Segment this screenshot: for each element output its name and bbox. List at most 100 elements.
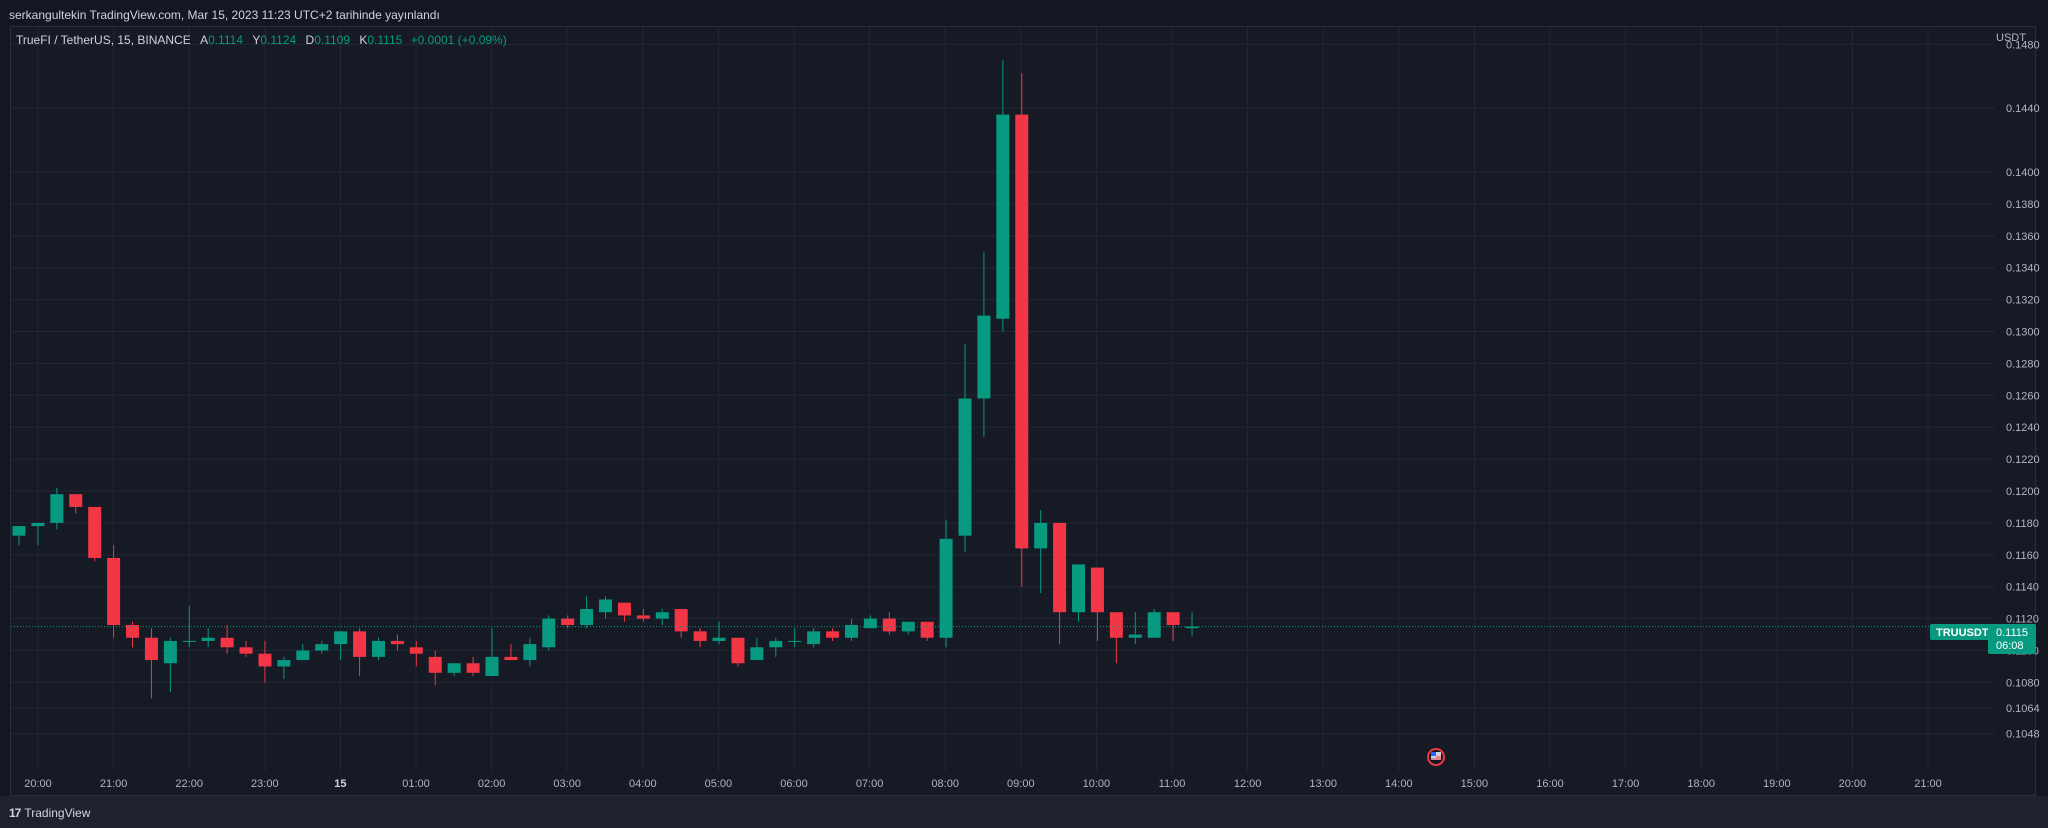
candle — [201, 628, 215, 648]
candle — [844, 618, 858, 641]
candle-body — [126, 624, 140, 638]
time-tick-label: 18:00 — [1687, 778, 1715, 790]
time-tick-label: 06:00 — [780, 778, 808, 790]
candle — [712, 621, 726, 645]
candle-body — [50, 494, 64, 523]
candle-body — [447, 663, 461, 673]
time-tick-label: 23:00 — [251, 778, 279, 790]
candle-body — [277, 660, 291, 667]
candle-body — [977, 315, 991, 399]
candles — [12, 60, 1199, 699]
candle — [447, 663, 461, 677]
candle — [1147, 609, 1161, 638]
candle-body — [1053, 522, 1067, 613]
candle-body — [163, 640, 177, 664]
candle — [371, 637, 385, 661]
candle — [1185, 612, 1199, 637]
candle-body — [1166, 612, 1180, 625]
candle-body — [334, 631, 348, 645]
legend-high-value: 0.1124 — [260, 33, 297, 47]
candle — [769, 637, 783, 657]
time-tick-label: 22:00 — [175, 778, 203, 790]
price-tick-label: 0.1240 — [2006, 422, 2040, 434]
candle — [144, 628, 158, 699]
candle — [107, 545, 121, 638]
candle — [788, 628, 802, 648]
time-tick-label: 10:00 — [1083, 778, 1111, 790]
candle — [1072, 564, 1086, 622]
price-axis[interactable]: 0.10480.10640.10800.11000.11200.11400.11… — [2006, 39, 2040, 740]
price-tick-label: 0.1400 — [2006, 167, 2040, 179]
candle — [1034, 510, 1048, 594]
candle — [863, 615, 877, 629]
candle-body — [920, 621, 934, 638]
candle — [1128, 612, 1142, 645]
candle-body — [826, 631, 840, 638]
candle-body — [882, 618, 896, 632]
legend-high-label: Y — [252, 33, 261, 47]
candle-body — [428, 656, 442, 673]
candle-body — [69, 494, 83, 507]
candle — [542, 615, 556, 651]
candle — [485, 628, 499, 677]
candle-body — [939, 538, 953, 638]
time-tick-label: 12:00 — [1234, 778, 1262, 790]
candle-body — [258, 653, 272, 667]
candle — [12, 526, 26, 546]
candle-body — [863, 618, 877, 629]
price-tick-label: 0.1140 — [2006, 582, 2039, 594]
time-axis[interactable]: 20:00 21:00 22:00 23:00 15 01:00 02:00 03:00 04:… — [24, 778, 1942, 790]
candle — [580, 596, 594, 629]
tradingview-logo-icon: 17 — [9, 806, 21, 820]
candle-body — [144, 637, 158, 661]
price-tick-label: 0.1320 — [2006, 295, 2040, 307]
price-tick-label: 0.1080 — [2006, 677, 2040, 689]
candle-body — [712, 637, 726, 641]
candle — [693, 628, 707, 648]
candle-body — [693, 631, 707, 641]
price-tick-label: 0.1200 — [2006, 486, 2040, 498]
candle-body — [674, 609, 688, 632]
price-tick-label: 0.1480 — [2006, 39, 2040, 51]
candle-body — [844, 624, 858, 638]
candle — [636, 609, 650, 622]
time-tick-label: 05:00 — [705, 778, 733, 790]
price-tick-label: 0.1380 — [2006, 199, 2040, 211]
candle-body — [31, 522, 45, 527]
candle — [655, 609, 669, 625]
price-tick-label: 0.1440 — [2006, 103, 2040, 115]
candle — [390, 634, 404, 651]
time-tick-label: 15:00 — [1461, 778, 1489, 790]
candle — [977, 251, 991, 437]
flag-event-icon[interactable] — [1427, 748, 1445, 766]
candle — [523, 637, 537, 667]
tradingview-logo[interactable]: 17 TradingView — [9, 806, 90, 820]
candle-body — [353, 631, 367, 657]
legend-open-value: 0.1114 — [208, 33, 244, 47]
candle-body — [655, 612, 669, 619]
publish-header: serkangultekin TradingView.com, Mar 15, … — [0, 0, 2048, 26]
price-tick-label: 0.1340 — [2006, 263, 2040, 275]
candle — [920, 621, 934, 641]
candle — [504, 644, 518, 661]
candle — [901, 621, 915, 635]
price-tick-label: 0.1064 — [2006, 703, 2040, 715]
candle-body — [769, 640, 783, 648]
currency-label: USDT — [1996, 32, 2026, 44]
time-tick-label: 21:00 — [1914, 778, 1942, 790]
candle — [1166, 612, 1180, 641]
candle — [617, 602, 631, 622]
candle — [353, 628, 367, 677]
price-tick-label: 0.1160 — [2006, 550, 2039, 562]
symbol-legend[interactable]: TrueFI / TetherUS, 15, BINANCE A0.1114 Y… — [16, 33, 507, 47]
candle — [163, 637, 177, 692]
candle — [599, 596, 613, 619]
candle — [334, 631, 348, 661]
candle — [258, 640, 272, 683]
candle-body — [996, 114, 1010, 319]
candle-body — [958, 398, 972, 536]
price-tick-label: 0.1280 — [2006, 358, 2040, 370]
time-tick-label: 03:00 — [553, 778, 581, 790]
candle — [69, 494, 83, 514]
